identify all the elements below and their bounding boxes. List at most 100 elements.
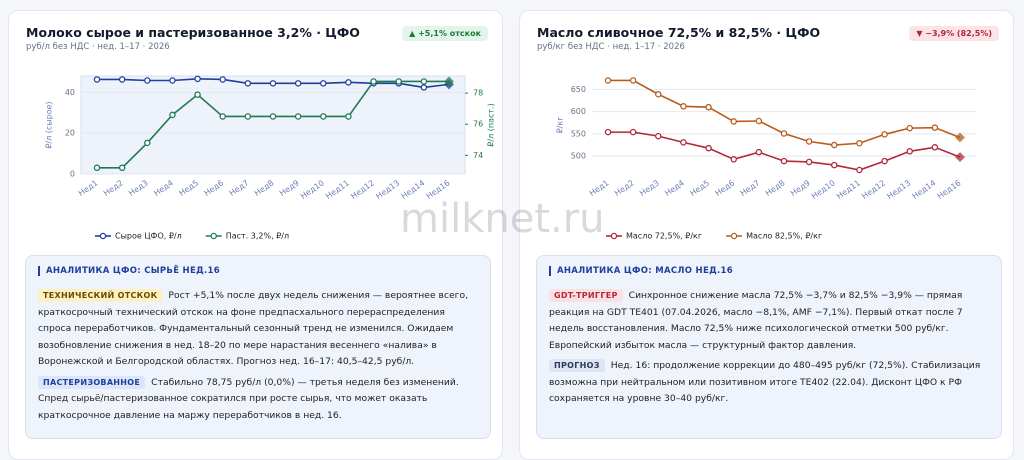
- legend-label: Паст. 3,2%, ₽/л: [226, 232, 289, 241]
- point-marker: [269, 113, 277, 120]
- point-marker: [780, 157, 788, 165]
- point-marker: [93, 164, 101, 172]
- point-marker: [604, 128, 612, 136]
- analytics-panel: АНАЛИТИКА ЦФО: СЫРЬЁ НЕД.16 ТЕХНИЧЕСКИЙ О…: [25, 255, 491, 439]
- x-tick-label: Нед13: [374, 178, 401, 201]
- point-marker: [856, 140, 863, 147]
- point-marker: [604, 77, 612, 84]
- x-tick-label: Нед14: [910, 178, 937, 201]
- x-tick-label: Нед4: [663, 178, 686, 198]
- watermark: milknet.ru: [400, 196, 605, 242]
- analytics-panel: АНАЛИТИКА ЦФО: МАСЛО НЕД.16 GDT-ТРИГГЕР Си…: [536, 255, 1002, 439]
- legend-label: Сырое ЦФО, ₽/л: [115, 232, 182, 241]
- x-tick-label: Нед5: [177, 178, 200, 198]
- point-marker: [118, 76, 126, 83]
- point-marker: [680, 139, 687, 146]
- y2-tick-label: 74: [473, 151, 483, 160]
- legend-label: Масло 72,5%, ₽/кг: [626, 232, 702, 241]
- point-marker: [629, 128, 637, 136]
- x-tick-label: Нед9: [278, 178, 301, 198]
- point-marker: [955, 132, 965, 143]
- point-marker: [118, 164, 126, 172]
- card-title: Молоко сырое и пастеризованное 3,2% · ЦФ…: [26, 25, 360, 40]
- y-tick-label: 500: [571, 152, 586, 161]
- plot-area: [80, 75, 466, 175]
- badge: ▲ +5,1% отскок: [402, 26, 488, 41]
- legend-swatch-marker: [210, 232, 217, 240]
- point-marker: [420, 78, 428, 85]
- point-marker: [370, 78, 377, 85]
- panel-item: GDT-ТРИГГЕР Синхронное снижение масла 72,…: [549, 288, 989, 354]
- y2-tick-label: 78: [473, 89, 483, 98]
- point-marker: [294, 113, 302, 120]
- point-marker: [420, 84, 428, 91]
- point-marker: [730, 156, 737, 163]
- x-tick-label: Нед5: [688, 178, 711, 198]
- point-marker: [705, 103, 712, 111]
- panel-title: АНАЛИТИКА ЦФО: МАСЛО НЕД.16: [549, 266, 989, 276]
- panel-item: ПАСТЕРИЗОВАННОЕ Стабильно 78,75 руб/л (0,…: [38, 375, 478, 425]
- panel-text: Стабильно 78,75 руб/л (0,0%) — третья не…: [38, 376, 459, 421]
- point-marker: [144, 77, 151, 84]
- x-tick-label: Нед1: [77, 178, 100, 198]
- point-marker: [169, 77, 176, 84]
- x-tick-label: Нед10: [299, 178, 326, 201]
- point-marker: [730, 118, 737, 125]
- tag: GDT-ТРИГГЕР: [549, 289, 623, 302]
- y2-tick-label: 76: [473, 120, 483, 129]
- point-marker: [169, 111, 176, 119]
- card-subtitle: руб/кг без НДС · нед. 1–17 · 2026: [537, 42, 685, 52]
- x-tick-label: Нед11: [835, 178, 862, 201]
- panel-text: Синхронное снижение масла 72,5% −3,7% и …: [549, 290, 963, 351]
- legend-swatch-marker: [99, 232, 107, 240]
- badge: ▼ −3,9% (82,5%): [909, 26, 999, 41]
- y-tick-label: 0: [70, 170, 75, 179]
- card: Молоко сырое и пастеризованное 3,2% · ЦФ…: [8, 10, 503, 460]
- x-tick-label: Нед8: [253, 178, 276, 198]
- point-marker: [345, 113, 352, 120]
- panel-text: Рост +5,1% после двух недель снижения — …: [38, 290, 469, 367]
- x-tick-label: Нед7: [739, 178, 762, 198]
- x-tick-label: Нед11: [324, 178, 351, 201]
- point-marker: [244, 80, 252, 87]
- tag: ТЕХНИЧЕСКИЙ ОТСКОК: [38, 289, 163, 302]
- x-tick-label: Нед3: [638, 178, 661, 198]
- point-marker: [906, 124, 913, 132]
- point-marker: [194, 91, 201, 98]
- point-marker: [244, 113, 252, 120]
- point-marker: [269, 80, 277, 87]
- point-marker: [881, 131, 888, 138]
- y-tick-label: 650: [571, 85, 586, 94]
- point-marker: [780, 130, 788, 137]
- x-tick-label: Нед6: [713, 178, 736, 198]
- panel-item: ТЕХНИЧЕСКИЙ ОТСКОК Рост +5,1% после двух …: [38, 288, 478, 371]
- point-marker: [655, 91, 662, 98]
- point-marker: [680, 103, 687, 110]
- card: Масло сливочное 72,5% и 82,5% · ЦФО руб/к…: [519, 10, 1014, 460]
- x-tick-label: Нед13: [885, 178, 912, 201]
- point-marker: [705, 144, 712, 152]
- legend-swatch-marker: [610, 232, 618, 240]
- point-marker: [629, 77, 637, 84]
- y-axis-title: ₽/л (сырое): [45, 101, 54, 148]
- point-marker: [805, 138, 813, 145]
- point-marker: [931, 124, 939, 131]
- point-marker: [906, 148, 913, 155]
- x-tick-label: Нед4: [152, 178, 175, 198]
- x-tick-label: Нед10: [810, 178, 837, 201]
- y-tick-label: 600: [571, 107, 586, 116]
- point-marker: [320, 80, 327, 87]
- x-tick-label: Нед2: [613, 178, 636, 198]
- point-marker: [755, 117, 763, 125]
- point-marker: [831, 141, 838, 149]
- legend-label: Масло 82,5%, ₽/кг: [746, 232, 822, 241]
- point-marker: [955, 152, 965, 163]
- point-marker: [395, 78, 402, 85]
- x-tick-label: Нед7: [228, 178, 251, 198]
- legend-swatch-marker: [730, 232, 738, 240]
- point-marker: [345, 79, 352, 86]
- card-subtitle: руб/л без НДС · нед. 1–17 · 2026: [26, 42, 170, 52]
- y-axis-title: ₽/кг: [556, 117, 565, 134]
- point-marker: [144, 139, 151, 147]
